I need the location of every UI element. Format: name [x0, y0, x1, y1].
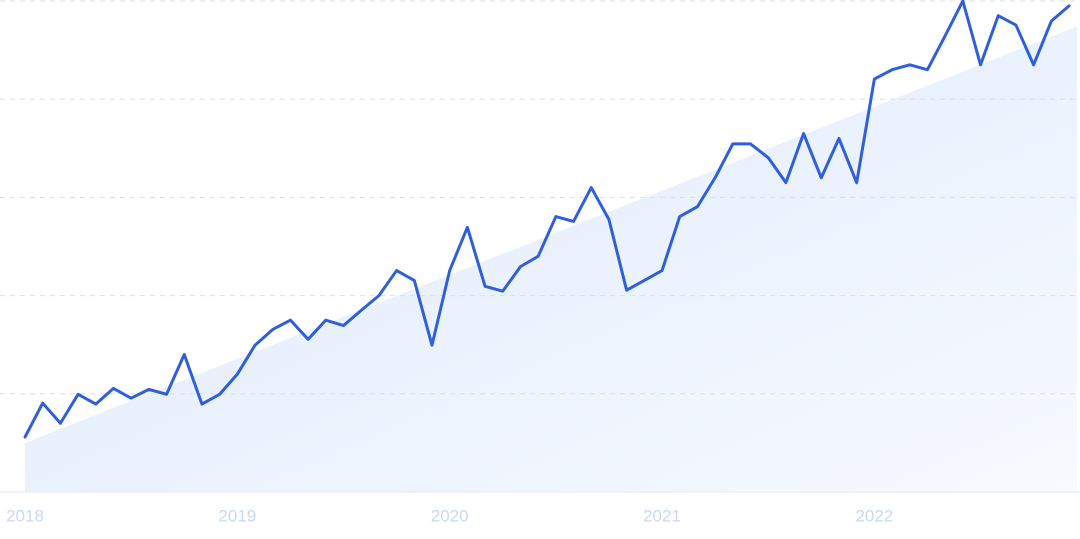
data-line: [23, 0, 1071, 439]
x-tick-label: 2020: [431, 506, 469, 525]
x-tick-label: 2019: [218, 506, 256, 525]
x-tick-label: 2021: [643, 506, 681, 525]
x-tick-label: 2022: [855, 506, 893, 525]
x-tick-label: 2018: [6, 506, 44, 525]
trend-area: [25, 26, 1077, 493]
